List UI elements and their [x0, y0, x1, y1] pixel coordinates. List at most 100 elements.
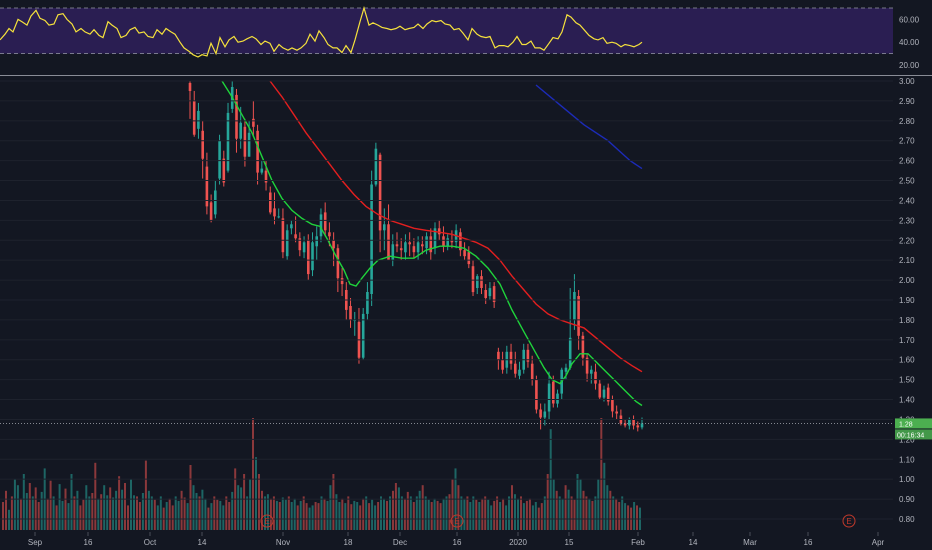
- volume-bar: [290, 502, 293, 530]
- volume-bar: [448, 494, 451, 530]
- volume-bar: [442, 498, 445, 530]
- candle-body: [476, 276, 479, 288]
- candle-body: [370, 184, 373, 294]
- candle-body: [315, 236, 318, 247]
- volume-bar: [118, 476, 121, 530]
- volume-bar: [353, 500, 356, 530]
- earnings-marker[interactable]: E: [260, 514, 274, 528]
- candle-body: [209, 202, 213, 221]
- volume-bar: [558, 496, 561, 530]
- volume-bar: [281, 497, 284, 530]
- volume-bar: [588, 498, 591, 530]
- candle-body: [552, 381, 555, 404]
- candle-body: [256, 130, 259, 173]
- countdown-value: 00:16:34: [897, 432, 924, 439]
- candle-body: [387, 224, 390, 261]
- volume-bar: [368, 503, 371, 530]
- price-tick-label: 1.70: [899, 336, 915, 345]
- last-price-tag: [895, 418, 932, 429]
- volume-bar: [100, 494, 103, 530]
- volume-bar: [415, 496, 418, 530]
- volume-bar: [636, 505, 638, 530]
- candle-body: [319, 214, 323, 237]
- volume-bar: [603, 462, 606, 530]
- candle-body: [480, 276, 483, 288]
- price-tick-label: 2.60: [899, 157, 915, 166]
- volume-bar: [19, 498, 22, 530]
- price-tick-label: 2.30: [899, 216, 915, 225]
- candle-body: [408, 242, 411, 245]
- volume-bar: [615, 498, 618, 530]
- price-tick-label: 2.50: [899, 177, 915, 186]
- volume-bar: [159, 496, 162, 530]
- earnings-marker[interactable]: E: [842, 514, 856, 528]
- candle-body: [201, 130, 204, 159]
- volume-bar: [517, 498, 519, 530]
- volume-bar: [266, 494, 269, 530]
- candle-body: [349, 306, 352, 320]
- volume-bar: [79, 505, 82, 530]
- volume-bar: [138, 502, 141, 530]
- volume-bar: [356, 502, 359, 530]
- volume-bar: [412, 502, 415, 530]
- volume-bar: [82, 499, 85, 530]
- time-axis[interactable]: Sep 16 Oct 14 Nov 18 Dec 16 2020 15 Feb 14 Mar 16 Apr: [28, 532, 885, 547]
- candle-body: [590, 369, 593, 374]
- time-tick-label: Dec: [393, 538, 407, 547]
- candle-body: [323, 212, 327, 231]
- candle-body: [484, 290, 487, 298]
- volume-bar: [25, 493, 28, 530]
- candle-body: [285, 230, 289, 257]
- volume-bar: [115, 490, 118, 530]
- volume-bar: [2, 502, 4, 530]
- candle-body: [615, 411, 618, 414]
- volume-bar: [210, 503, 213, 530]
- rsi-axis[interactable]: 60.00 40.00 20.00: [899, 15, 920, 70]
- volume-bar: [222, 505, 225, 530]
- volume-bar: [34, 487, 37, 530]
- volume-bar: [418, 490, 421, 530]
- volume-bar: [58, 484, 61, 530]
- candle-body: [302, 242, 306, 253]
- volume-bar: [451, 479, 454, 530]
- earnings-marker-circle: [260, 514, 274, 528]
- earnings-marker[interactable]: E: [450, 514, 464, 528]
- volume-bar: [5, 490, 7, 530]
- earnings-marker-circle: [842, 514, 856, 528]
- rsi-tick-label: 40.00: [899, 38, 920, 47]
- volume-bar: [597, 479, 600, 530]
- volume-bar: [186, 503, 189, 530]
- price-panel: [0, 81, 893, 432]
- candle-body: [239, 122, 242, 139]
- volume-bar: [436, 500, 439, 530]
- time-tick-label: 16: [804, 538, 813, 547]
- volume-bar: [624, 503, 627, 530]
- volume-bar: [359, 505, 362, 530]
- price-tick-label: 2.20: [899, 236, 915, 245]
- candle-body: [366, 292, 369, 314]
- volume-bar: [475, 499, 478, 530]
- volume-bar: [591, 500, 594, 530]
- candle-body: [492, 286, 496, 302]
- candle-body: [243, 126, 247, 157]
- moving-averages: [221, 80, 643, 407]
- volume-bar: [531, 505, 534, 530]
- volume-bar: [433, 498, 436, 530]
- candle-body: [577, 296, 580, 336]
- volume-bar: [377, 502, 380, 530]
- time-tick-label: Apr: [872, 538, 885, 547]
- volume-bar: [183, 497, 186, 530]
- candle-body: [564, 367, 568, 372]
- volume-bar: [8, 509, 10, 530]
- volume-bar: [365, 496, 368, 530]
- time-tick-label: Oct: [144, 538, 157, 547]
- candle-body: [307, 240, 310, 275]
- price-axis[interactable]: 3.00 2.90 2.80 2.70 2.60 2.50 2.40 2.30 2.20 2.10…: [0, 77, 932, 524]
- volume-bar: [61, 500, 64, 530]
- volume-bar: [466, 496, 469, 530]
- volume-bar: [633, 502, 636, 530]
- candle-body: [535, 379, 538, 410]
- volume-bar: [165, 502, 168, 530]
